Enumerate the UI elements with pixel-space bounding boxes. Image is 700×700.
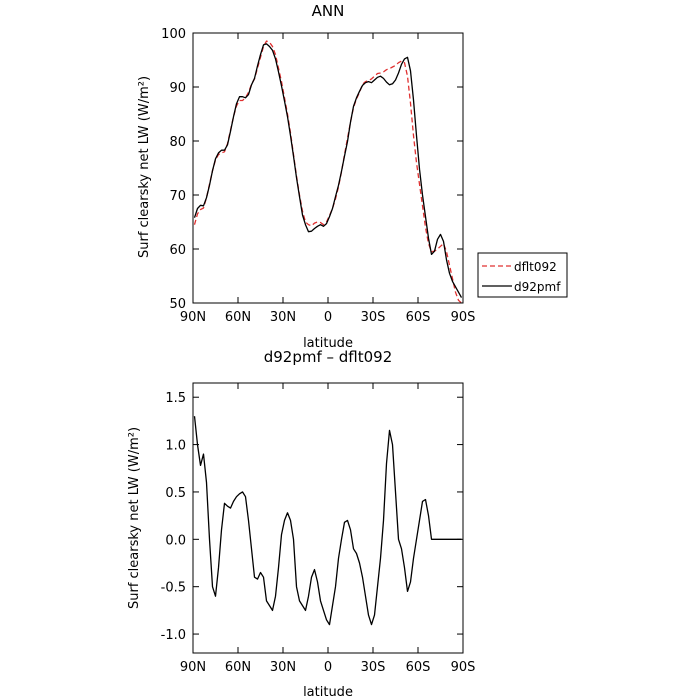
- top-x-tick-label: 30S: [361, 310, 386, 325]
- legend-label-d92pmf: d92pmf: [514, 280, 561, 294]
- bottom-y-tick-label: -0.5: [161, 581, 186, 596]
- top-y-ticks: 50 60 70 80 90 100: [161, 27, 463, 312]
- top-x-axis-label: latitude: [303, 336, 353, 351]
- bottom-x-axis-label: latitude: [303, 685, 353, 700]
- top-y-axis-label: Surf clearsky net LW (W/m²): [137, 76, 152, 258]
- bottom-panel: d92pmf – dflt092 1.5 1.0 0.5 0.0 -0.5 -1.0 90…: [127, 348, 475, 700]
- bottom-x-tick-label: 0: [324, 660, 332, 675]
- top-x-tick-label: 30N: [270, 310, 296, 325]
- top-y-tick-label: 90: [169, 81, 186, 96]
- bottom-y-axis-label: Surf clearsky net LW (W/m²): [127, 427, 142, 609]
- top-x-tick-label: 60N: [225, 310, 251, 325]
- bottom-series-line-series-0: [193, 416, 462, 626]
- bottom-x-tick-label: 60N: [225, 660, 251, 675]
- top-y-tick-label: 70: [169, 189, 186, 204]
- bottom-title: d92pmf – dflt092: [264, 348, 393, 366]
- top-y-tick-label: 60: [169, 243, 186, 258]
- bottom-y-tick-label: 0.0: [165, 533, 186, 548]
- top-plot-frame: [192, 32, 464, 304]
- legend: dflt092 d92pmf: [477, 252, 568, 298]
- top-panel: ANN 50 60 70 80 90 100 90N 60N 30N 0 30S 60S 90S la…: [137, 2, 475, 351]
- bottom-plot-frame: [192, 382, 464, 654]
- bottom-x-tick-label: 60S: [406, 660, 431, 675]
- bottom-y-tick-label: 1.5: [165, 391, 186, 406]
- bottom-x-tick-label: 30N: [270, 660, 296, 675]
- top-y-tick-label: 50: [169, 297, 186, 312]
- bottom-x-ticks: 90N 60N 30N 0 30S 60S 90S: [180, 383, 476, 675]
- top-x-tick-label: 0: [324, 310, 332, 325]
- bottom-y-tick-label: -1.0: [161, 628, 186, 643]
- bottom-y-ticks: 1.5 1.0 0.5 0.0 -0.5 -1.0: [161, 391, 463, 643]
- top-x-ticks: 90N 60N 30N 0 30S 60S 90S: [180, 33, 476, 325]
- bottom-x-tick-label: 30S: [361, 660, 386, 675]
- top-x-tick-label: 90N: [180, 310, 206, 325]
- legend-box: [477, 252, 568, 298]
- bottom-y-tick-label: 1.0: [165, 439, 186, 454]
- bottom-y-tick-label: 0.5: [165, 486, 186, 501]
- top-y-tick-label: 100: [161, 27, 186, 42]
- top-x-tick-label: 90S: [451, 310, 476, 325]
- top-title: ANN: [312, 2, 345, 20]
- top-y-tick-label: 80: [169, 135, 186, 150]
- top-series-line-d92pmf: [193, 43, 463, 298]
- top-series-line-dflt092: [193, 40, 462, 304]
- bottom-x-tick-label: 90S: [451, 660, 476, 675]
- bottom-series-lines: [193, 416, 462, 626]
- legend-label-dflt092: dflt092: [514, 260, 557, 274]
- top-series-lines: [193, 40, 463, 304]
- top-x-tick-label: 60S: [406, 310, 431, 325]
- bottom-x-tick-label: 90N: [180, 660, 206, 675]
